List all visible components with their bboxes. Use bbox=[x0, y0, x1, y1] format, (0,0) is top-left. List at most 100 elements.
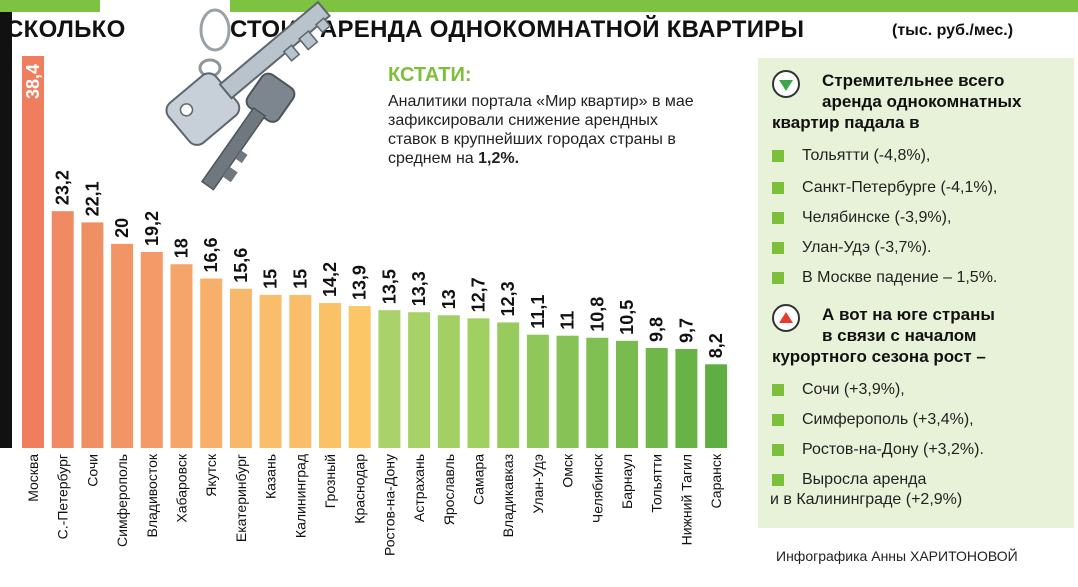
value-label-5: 19,2 bbox=[142, 211, 162, 246]
value-label-12: 13,9 bbox=[350, 265, 370, 300]
category-label-16: Самара bbox=[471, 454, 487, 505]
bar-17 bbox=[497, 322, 520, 448]
category-label-6: Хабаровск bbox=[174, 453, 190, 522]
value-label-8: 15,6 bbox=[231, 248, 251, 283]
category-label-15: Ярославль bbox=[441, 454, 457, 525]
category-labels-group: Москва С.-Петербург Сочи Симферополь Владиво… bbox=[25, 453, 724, 556]
value-label-16: 12,7 bbox=[469, 277, 489, 312]
bullet-square-icon bbox=[772, 150, 784, 162]
bullet-square-icon bbox=[772, 444, 784, 456]
value-label-15: 13 bbox=[439, 289, 459, 309]
category-label-18: Улан-Удэ bbox=[530, 454, 546, 514]
category-label-21: Барнаул bbox=[619, 454, 635, 509]
keys-illustration-icon bbox=[165, 0, 332, 191]
value-label-1: 38,4 bbox=[23, 64, 43, 99]
bar-10 bbox=[289, 294, 312, 448]
category-label-14: Астрахань bbox=[411, 454, 427, 522]
bar-8 bbox=[229, 288, 252, 448]
side-panel: Стремительнее всего аренда однокомнатных… bbox=[758, 58, 1074, 528]
category-label-12: Краснодар bbox=[352, 454, 368, 524]
kstati-body: Аналитики портала «Мир квартир» в мае за… bbox=[388, 93, 694, 167]
category-label-9: Казань bbox=[263, 454, 279, 499]
up-heading: А вот на юге страны в связи с началом ку… bbox=[772, 304, 995, 366]
value-label-24: 8,2 bbox=[706, 333, 726, 358]
value-label-4: 20 bbox=[112, 218, 132, 238]
value-label-10: 15 bbox=[290, 269, 310, 289]
category-label-2: С.-Петербург bbox=[55, 454, 71, 539]
bar-5 bbox=[140, 252, 163, 448]
bullet-square-icon bbox=[772, 182, 784, 194]
bullet-square-icon bbox=[772, 384, 784, 396]
category-label-3: Сочи bbox=[84, 454, 100, 487]
category-label-23: Нижний Тагил bbox=[678, 454, 694, 545]
kstati-text: Аналитики портала «Мир квартир» в мае за… bbox=[388, 92, 708, 168]
category-label-5: Владивосток bbox=[144, 453, 160, 537]
value-labels-group: 38,4 23,2 22,1 20 19,2 18 16,6 15,6 15 15 14,2 13,9… bbox=[23, 64, 726, 358]
value-label-19: 11 bbox=[558, 311, 578, 330]
bar-24 bbox=[705, 364, 728, 448]
value-label-13: 13,5 bbox=[379, 269, 399, 304]
bar-3 bbox=[81, 222, 104, 448]
category-label-10: Калининград bbox=[292, 454, 308, 538]
category-label-22: Тольятти bbox=[649, 454, 665, 513]
category-label-1: Москва bbox=[25, 454, 41, 502]
bar-1 bbox=[22, 56, 44, 448]
category-label-17: Владикавказ bbox=[500, 454, 516, 537]
bar-2 bbox=[51, 211, 74, 448]
bar-14 bbox=[408, 312, 431, 448]
top-band-gap bbox=[100, 0, 230, 12]
green-down-triangle-icon bbox=[772, 70, 800, 98]
bar-4 bbox=[111, 243, 134, 448]
category-label-4: Симферополь bbox=[114, 454, 130, 547]
value-label-9: 15 bbox=[261, 269, 281, 289]
kstati-value: 1,2%. bbox=[478, 150, 520, 167]
bullet-square-icon bbox=[772, 242, 784, 254]
left-edge-bar bbox=[0, 12, 12, 448]
bar-6 bbox=[170, 264, 193, 448]
value-label-17: 12,3 bbox=[498, 281, 518, 316]
bar-12 bbox=[348, 306, 371, 448]
bar-19 bbox=[556, 335, 579, 448]
bars-group bbox=[22, 56, 728, 448]
bar-7 bbox=[200, 278, 223, 448]
category-label-8: Екатеринбург bbox=[233, 454, 249, 542]
category-label-13: Ростов-на-Дону bbox=[381, 454, 397, 556]
category-label-20: Челябинск bbox=[589, 453, 605, 523]
value-label-18: 11,1 bbox=[528, 295, 548, 329]
title-left: СКОЛЬКО bbox=[6, 16, 126, 43]
red-up-triangle-icon bbox=[772, 304, 800, 332]
bullet-square-icon bbox=[772, 272, 784, 284]
value-label-2: 23,2 bbox=[53, 170, 73, 205]
credit-line: Инфографика Анны ХАРИТОНОВОЙ bbox=[776, 548, 1018, 564]
category-label-24: Саранск bbox=[708, 453, 724, 508]
category-label-7: Якутск bbox=[203, 453, 219, 497]
bar-21 bbox=[616, 340, 638, 448]
value-label-23: 9,7 bbox=[676, 318, 696, 343]
bullet-square-icon bbox=[772, 212, 784, 224]
value-label-11: 14,2 bbox=[320, 262, 340, 297]
units-label: (тыс. руб./мес.) bbox=[892, 22, 1014, 39]
bar-15 bbox=[437, 315, 460, 448]
value-label-20: 10,8 bbox=[587, 297, 607, 332]
value-label-14: 13,3 bbox=[409, 271, 429, 306]
bar-20 bbox=[586, 337, 609, 448]
bar-18 bbox=[526, 334, 549, 448]
bar-22 bbox=[645, 347, 668, 448]
category-label-19: Омск bbox=[560, 453, 576, 488]
rent-bar-chart: 38,4 23,2 22,1 20 19,2 18 16,6 15,6 15 15 14,2 13,9… bbox=[22, 0, 728, 556]
bar-11 bbox=[319, 303, 341, 448]
bullet-square-icon bbox=[772, 414, 784, 426]
bar-9 bbox=[259, 294, 282, 448]
down-heading: Стремительнее всего аренда однокомнатных… bbox=[772, 70, 1022, 132]
bar-23 bbox=[675, 348, 698, 448]
bullet-square-icon bbox=[772, 474, 784, 486]
value-label-3: 22,1 bbox=[82, 181, 102, 216]
top-color-band bbox=[0, 0, 1078, 12]
category-label-11: Грозный bbox=[322, 454, 338, 508]
value-label-7: 16,6 bbox=[201, 237, 221, 272]
value-label-22: 9,8 bbox=[647, 317, 667, 342]
bar-16 bbox=[467, 318, 490, 448]
bar-13 bbox=[378, 310, 401, 448]
kstati-heading: КСТАТИ: bbox=[388, 64, 472, 86]
value-label-21: 10,5 bbox=[617, 300, 637, 335]
